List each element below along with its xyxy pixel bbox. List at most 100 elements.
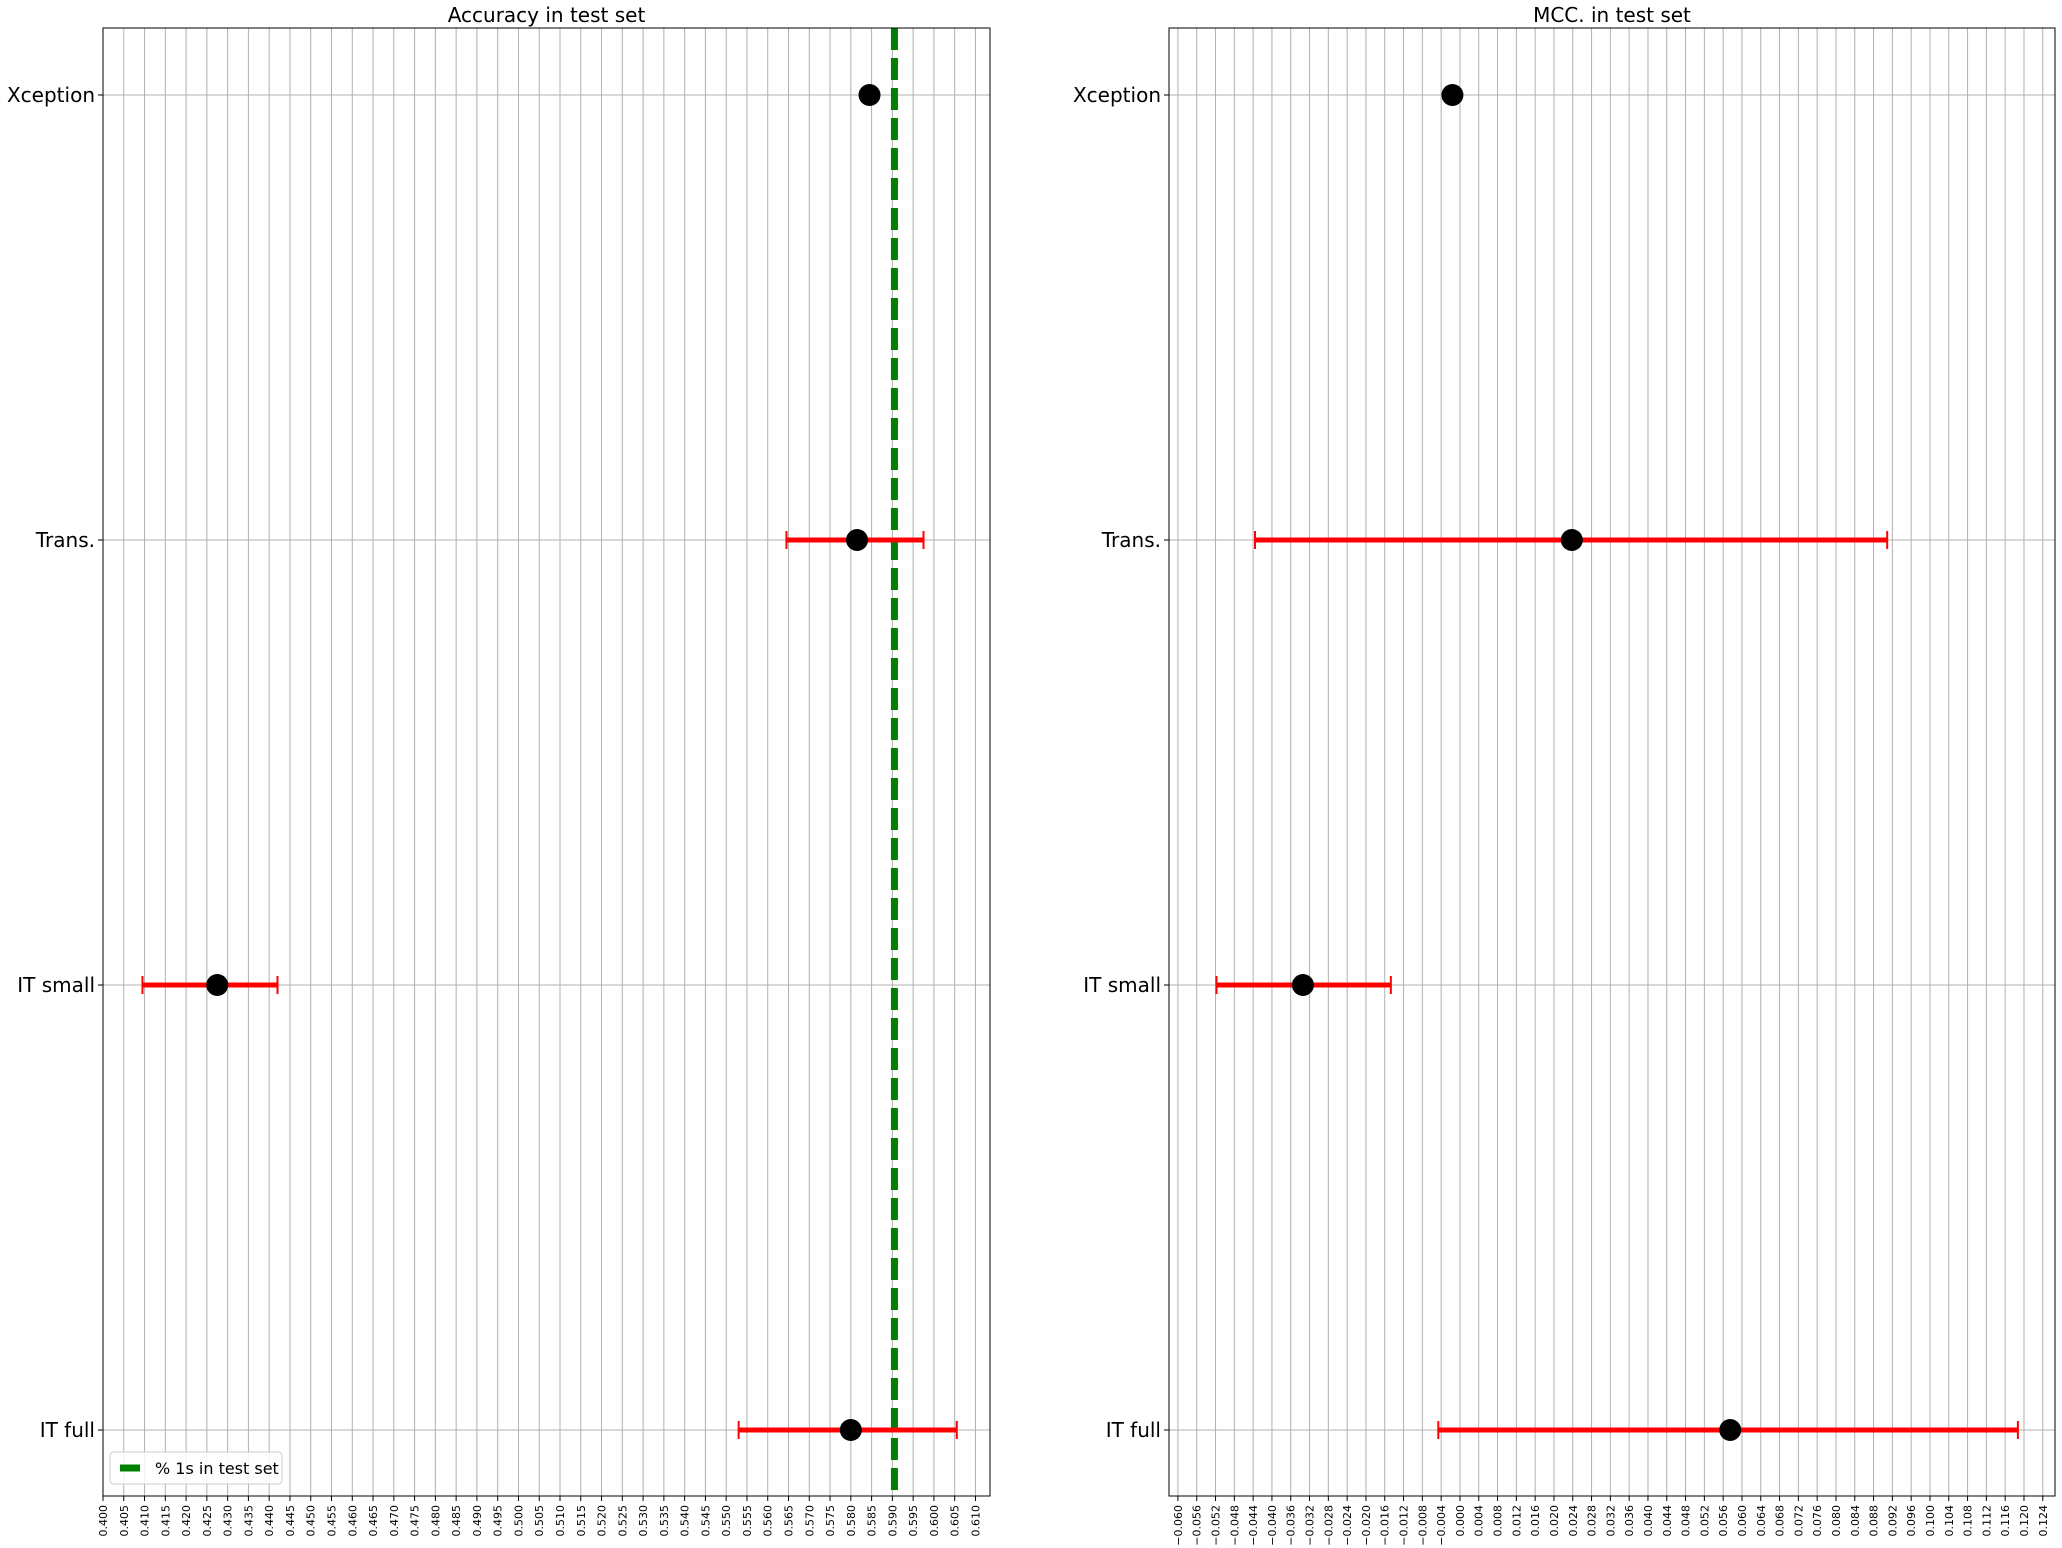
mcc-x-tick-label: −0.004 (1435, 1505, 1448, 1546)
mcc-x-tick-label: −0.008 (1416, 1505, 1429, 1546)
mcc-title: MCC. in test set (1533, 3, 1691, 27)
mcc-x-tick-label: 0.016 (1529, 1505, 1542, 1537)
mcc-x-tick-label: 0.040 (1642, 1505, 1655, 1537)
mcc-panel: MCC. in test set −0.060 −0.056 −0.052 −0.04… (1073, 3, 2056, 1546)
accuracy-x-tick-label: 0.480 (429, 1505, 442, 1537)
accuracy-y-tick-label: IT full (40, 1418, 95, 1442)
legend-box (109, 1451, 283, 1485)
mcc-x-tick-label: 0.024 (1567, 1505, 1580, 1537)
mcc-point (1441, 84, 1464, 106)
accuracy-x-tick-label: 0.475 (409, 1505, 422, 1537)
mcc-x-tick-label: −0.032 (1304, 1505, 1317, 1546)
mcc-point (1560, 529, 1583, 551)
mcc-x-tick-label: 0.052 (1698, 1505, 1711, 1537)
accuracy-point (858, 84, 881, 106)
mcc-point (1719, 1419, 1742, 1441)
accuracy-x-tick-label: 0.530 (637, 1505, 650, 1537)
mcc-x-tick-label: 0.124 (2037, 1505, 2050, 1537)
mcc-x-tick-label: −0.040 (1266, 1505, 1279, 1546)
accuracy-x-tick-label: 0.570 (803, 1505, 816, 1537)
mcc-x-tick-label: −0.020 (1360, 1505, 1373, 1546)
legend-label: % 1s in test set (155, 1459, 279, 1478)
mcc-x-tick-label: −0.036 (1285, 1505, 1298, 1546)
accuracy-x-tick-label: 0.515 (575, 1505, 588, 1537)
mcc-x-tick-label: −0.016 (1379, 1505, 1392, 1546)
accuracy-x-tick-label: 0.575 (824, 1505, 837, 1537)
accuracy-x-tick-label: 0.500 (512, 1505, 525, 1537)
mcc-x-tick-label: 0.020 (1548, 1505, 1561, 1537)
mcc-x-tick-label: −0.056 (1191, 1505, 1204, 1546)
mcc-x-tick-label: 0.088 (1868, 1505, 1881, 1537)
mcc-x-tick-label: 0.044 (1661, 1505, 1674, 1537)
accuracy-x-tick-label: 0.445 (284, 1505, 297, 1537)
mcc-x-tick-label: 0.112 (1980, 1505, 1993, 1537)
mcc-x-tick-label: 0.060 (1736, 1505, 1749, 1537)
accuracy-x-tick-label: 0.605 (949, 1505, 962, 1537)
mcc-x-tick-label: 0.080 (1830, 1505, 1843, 1537)
mcc-x-tick-label: 0.012 (1510, 1505, 1523, 1537)
mcc-x-tick-label: 0.028 (1586, 1505, 1599, 1537)
mcc-axes-frame (1168, 27, 2056, 1497)
accuracy-x-tick-label: 0.535 (658, 1505, 671, 1537)
mcc-x-tick-label: −0.044 (1247, 1505, 1260, 1546)
accuracy-x-tick-label: 0.580 (845, 1505, 858, 1537)
accuracy-x-tick-label: 0.600 (928, 1505, 941, 1537)
accuracy-axes-frame (102, 27, 991, 1497)
accuracy-x-tick-label: 0.490 (471, 1505, 484, 1537)
accuracy-x-tick-label: 0.585 (866, 1505, 879, 1537)
mcc-x-tick-label: 0.048 (1680, 1505, 1693, 1537)
mcc-x-tick-label: 0.096 (1905, 1505, 1918, 1537)
accuracy-point (206, 974, 229, 996)
accuracy-x-tick-label: 0.460 (346, 1505, 359, 1537)
mcc-x-tick-label: 0.120 (2018, 1505, 2031, 1537)
accuracy-x-tick-label: 0.440 (263, 1505, 276, 1537)
accuracy-x-tick-label: 0.435 (242, 1505, 255, 1537)
accuracy-x-tick-label: 0.520 (596, 1505, 609, 1537)
mcc-x-tick-label: 0.064 (1755, 1505, 1768, 1537)
accuracy-point (839, 1419, 862, 1441)
mcc-point (1291, 974, 1314, 996)
accuracy-x-tick-label: 0.410 (139, 1505, 152, 1537)
mcc-x-tick-label: 0.100 (1924, 1505, 1937, 1537)
accuracy-x-tick-label: 0.565 (783, 1505, 796, 1537)
mcc-x-tick-label: −0.048 (1228, 1505, 1241, 1546)
mcc-x-tick-label: 0.072 (1792, 1505, 1805, 1537)
mcc-x-tick-label: 0.084 (1849, 1505, 1862, 1537)
accuracy-x-tick-label: 0.455 (326, 1505, 339, 1537)
accuracy-x-tick-label: 0.540 (679, 1505, 692, 1537)
mcc-x-tick-label: 0.008 (1492, 1505, 1505, 1537)
accuracy-x-tick-label: 0.595 (907, 1505, 920, 1537)
mcc-y-tick-label: Trans. (1101, 528, 1161, 552)
accuracy-x-tick-label: 0.505 (533, 1505, 546, 1537)
accuracy-x-tick-label: 0.525 (616, 1505, 629, 1537)
accuracy-x-tick-label: 0.590 (886, 1505, 899, 1537)
mcc-x-tick-label: 0.108 (1962, 1505, 1975, 1537)
mcc-x-tick-label: 0.092 (1886, 1505, 1899, 1537)
accuracy-point (846, 529, 869, 551)
mcc-x-tick-label: −0.028 (1322, 1505, 1335, 1546)
mcc-x-tick-label: 0.032 (1604, 1505, 1617, 1537)
accuracy-x-tick-label: 0.425 (201, 1505, 214, 1537)
mcc-y-tick-label: IT full (1106, 1418, 1161, 1442)
mcc-x-tick-label: −0.060 (1172, 1505, 1185, 1546)
accuracy-panel: Accuracy in test set 0.400 0.405 0.410 0.41… (7, 3, 991, 1537)
accuracy-x-tick-label: 0.400 (97, 1505, 110, 1537)
mcc-x-tick-label: 0.068 (1774, 1505, 1787, 1537)
accuracy-x-tick-label: 0.550 (720, 1505, 733, 1537)
accuracy-x-tick-label: 0.495 (492, 1505, 505, 1537)
mcc-x-tick-label: −0.052 (1210, 1505, 1223, 1546)
accuracy-x-tick-label: 0.415 (159, 1505, 172, 1537)
accuracy-x-tick-label: 0.485 (450, 1505, 463, 1537)
accuracy-title: Accuracy in test set (448, 3, 646, 27)
mcc-x-tick-label: 0.036 (1623, 1505, 1636, 1537)
mcc-x-tick-label: 0.116 (1999, 1505, 2012, 1537)
accuracy-x-tick-label: 0.465 (367, 1505, 380, 1537)
accuracy-x-tick-label: 0.420 (180, 1505, 193, 1537)
accuracy-x-tick-label: 0.470 (388, 1505, 401, 1537)
accuracy-x-tick-label: 0.510 (554, 1505, 567, 1537)
mcc-x-tick-label: 0.000 (1454, 1505, 1467, 1537)
mcc-x-tick-label: 0.076 (1811, 1505, 1824, 1537)
mcc-y-tick-label: IT small (1083, 973, 1161, 997)
mcc-x-tick-label: −0.024 (1341, 1505, 1354, 1546)
